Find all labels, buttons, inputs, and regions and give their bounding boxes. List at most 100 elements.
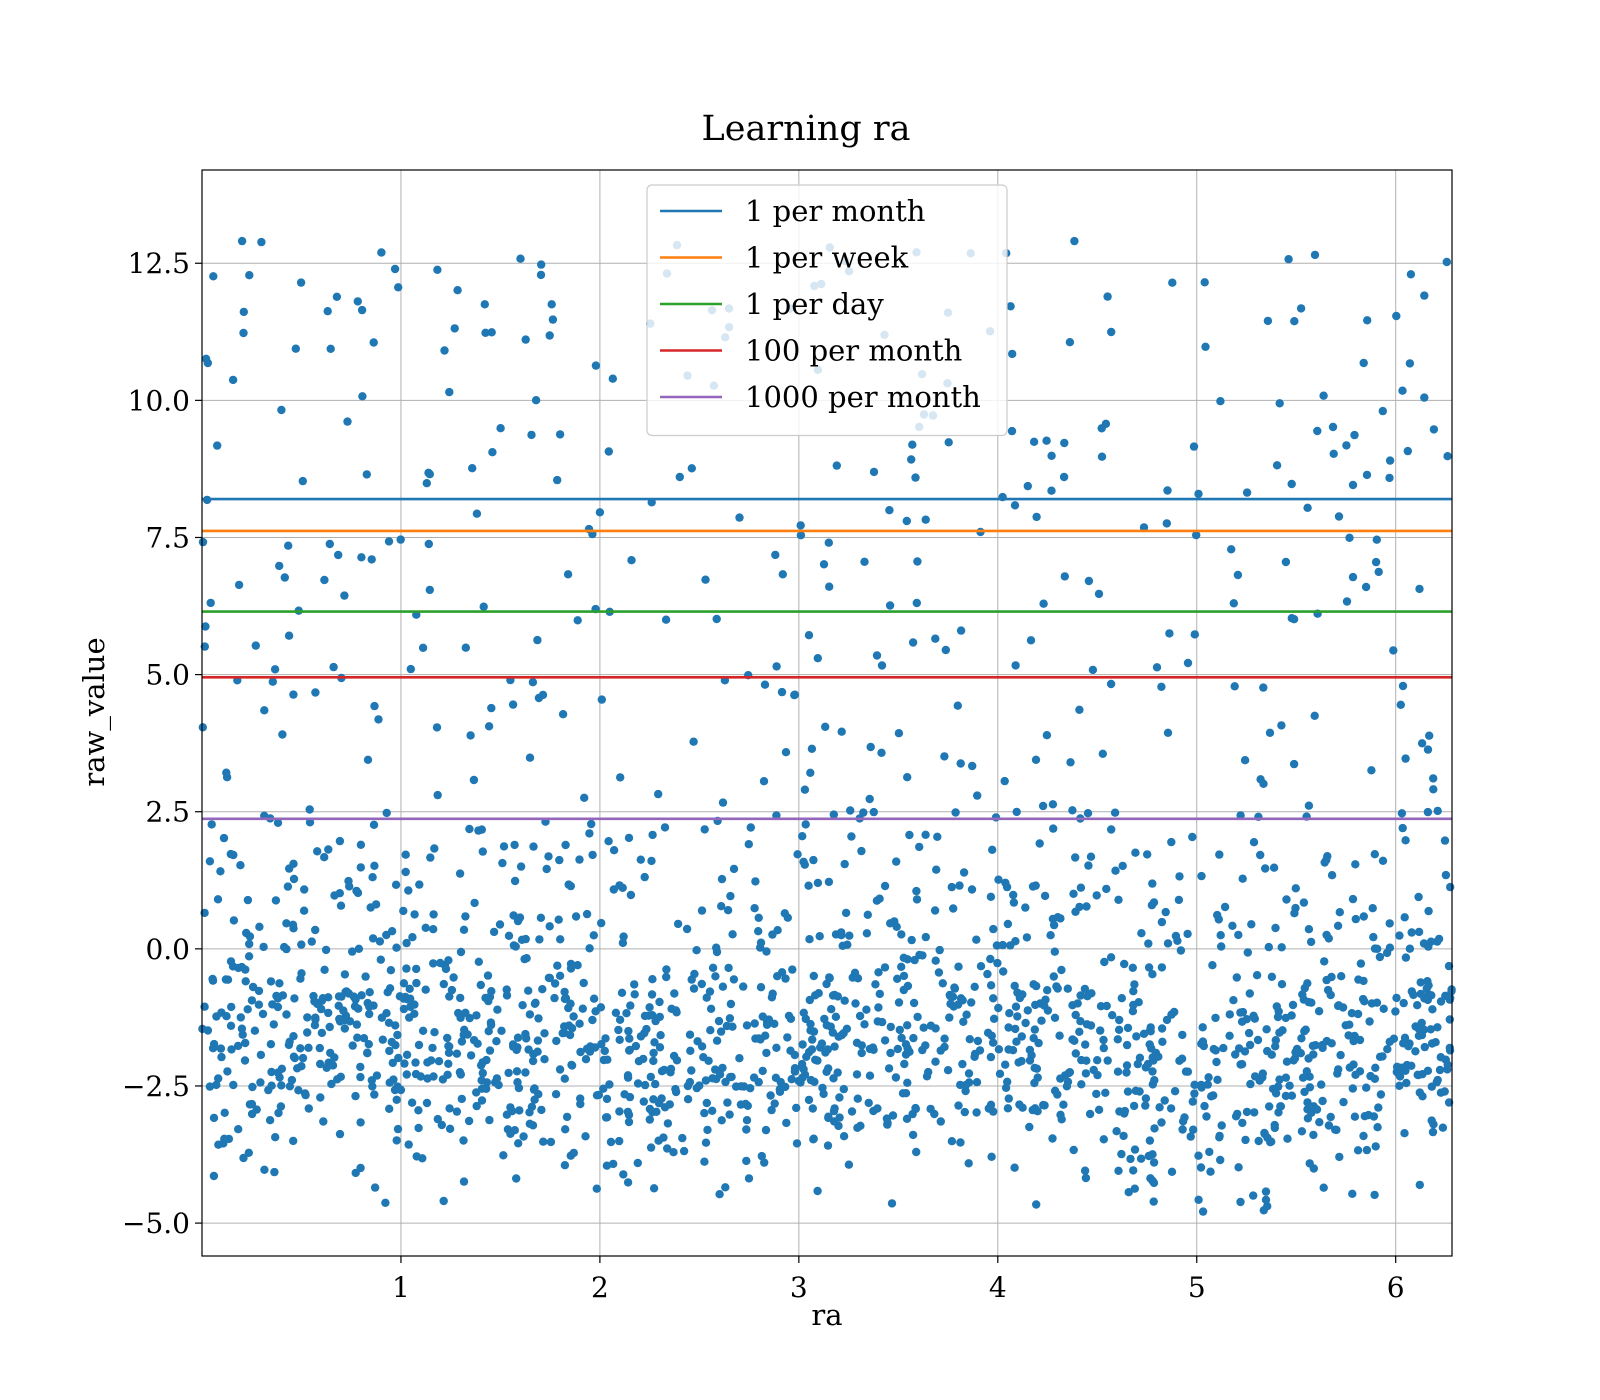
scatter-point <box>387 927 397 936</box>
scatter-point <box>1031 1000 1040 1010</box>
scatter-point <box>960 1107 969 1117</box>
scatter-point <box>670 989 679 998</box>
scatter-point <box>497 1026 506 1036</box>
scatter-point <box>1198 1023 1207 1032</box>
scatter-point <box>1149 1158 1159 1167</box>
scatter-point <box>1107 825 1116 834</box>
scatter-point <box>370 1090 379 1099</box>
scatter-point <box>783 1033 792 1042</box>
scatter-point <box>518 1001 527 1010</box>
scatter-point <box>993 958 1002 968</box>
scatter-point <box>525 1010 535 1019</box>
scatter-point <box>1015 1100 1024 1109</box>
scatter-point <box>1162 519 1172 528</box>
scatter-point <box>1362 1145 1372 1155</box>
scatter-point <box>536 913 546 922</box>
scatter-point <box>1333 921 1343 930</box>
scatter-point <box>1032 1200 1041 1209</box>
scatter-point <box>478 1068 487 1078</box>
scatter-point <box>837 928 846 937</box>
scatter-point <box>1234 930 1243 940</box>
scatter-point <box>1371 1063 1380 1073</box>
scatter-point <box>1148 879 1157 888</box>
scatter-point <box>1395 1081 1404 1091</box>
scatter-point <box>764 1015 774 1024</box>
scatter-point <box>1323 985 1333 995</box>
scatter-point <box>1375 952 1385 962</box>
scatter-point <box>818 1083 827 1093</box>
scatter-point <box>1370 850 1380 859</box>
scatter-point <box>247 1109 257 1119</box>
scatter-point <box>1213 1075 1222 1085</box>
scatter-point <box>1088 665 1098 675</box>
scatter-point <box>1259 1206 1269 1215</box>
scatter-point <box>1240 756 1250 765</box>
scatter-point <box>472 1088 481 1097</box>
scatter-point <box>1077 1055 1086 1065</box>
scatter-point <box>519 1132 528 1141</box>
scatter-point <box>1254 1136 1263 1146</box>
scatter-point <box>588 1015 597 1025</box>
scatter-point <box>1118 861 1127 871</box>
scatter-point <box>1192 530 1201 540</box>
scatter-point <box>336 901 346 910</box>
scatter-point <box>277 1081 286 1090</box>
scatter-point <box>857 1048 866 1058</box>
scatter-point <box>554 915 563 924</box>
scatter-point <box>717 1116 726 1125</box>
scatter-point <box>852 1038 862 1048</box>
scatter-point <box>245 271 254 280</box>
scatter-point <box>553 475 562 485</box>
scatter-point <box>200 642 209 651</box>
scatter-point <box>597 695 606 704</box>
scatter-point <box>663 1119 673 1128</box>
scatter-point <box>956 759 965 768</box>
scatter-point <box>525 753 535 762</box>
scatter-point <box>1050 947 1060 956</box>
scatter-point <box>773 972 782 981</box>
scatter-point <box>509 911 518 920</box>
scatter-point <box>513 1078 522 1087</box>
scatter-point <box>788 965 797 974</box>
scatter-point <box>1135 1053 1145 1063</box>
scatter-point <box>832 461 841 470</box>
scatter-point <box>1391 1007 1400 1016</box>
scatter-point <box>892 857 901 866</box>
scatter-point <box>1030 1025 1040 1034</box>
scatter-point <box>444 1041 453 1051</box>
scatter-point <box>1216 931 1225 940</box>
scatter-point <box>516 862 526 871</box>
scatter-point <box>760 1158 769 1167</box>
scatter-point <box>897 930 906 939</box>
scatter-point <box>1057 965 1066 975</box>
scatter-point <box>1047 486 1056 495</box>
scatter-point <box>466 1051 476 1060</box>
scatter-point <box>1233 570 1243 580</box>
x-tick-label: 3 <box>790 1271 808 1304</box>
y-tick-label: −5.0 <box>122 1207 190 1240</box>
scatter-point <box>862 1005 871 1014</box>
scatter-point <box>1269 863 1279 872</box>
scatter-point <box>548 315 558 324</box>
scatter-point <box>1113 1035 1123 1044</box>
scatter-point <box>1289 759 1299 769</box>
scatter-point <box>829 1117 839 1126</box>
scatter-point <box>835 1093 844 1102</box>
scatter-point <box>239 1153 248 1163</box>
y-tick-label: 12.5 <box>128 247 190 280</box>
scatter-point <box>1324 1121 1334 1130</box>
scatter-point <box>1423 745 1433 754</box>
scatter-point <box>203 1026 213 1035</box>
scatter-point <box>838 941 847 950</box>
scatter-point <box>721 1183 730 1192</box>
scatter-point <box>1353 1146 1363 1155</box>
scatter-point <box>756 983 766 992</box>
scatter-point <box>229 1080 238 1090</box>
scatter-point <box>1055 1031 1064 1040</box>
scatter-point <box>1262 1025 1271 1034</box>
scatter-point <box>828 1028 837 1037</box>
scatter-point <box>354 1004 363 1013</box>
scatter-point <box>545 973 554 983</box>
scatter-point <box>394 283 403 292</box>
